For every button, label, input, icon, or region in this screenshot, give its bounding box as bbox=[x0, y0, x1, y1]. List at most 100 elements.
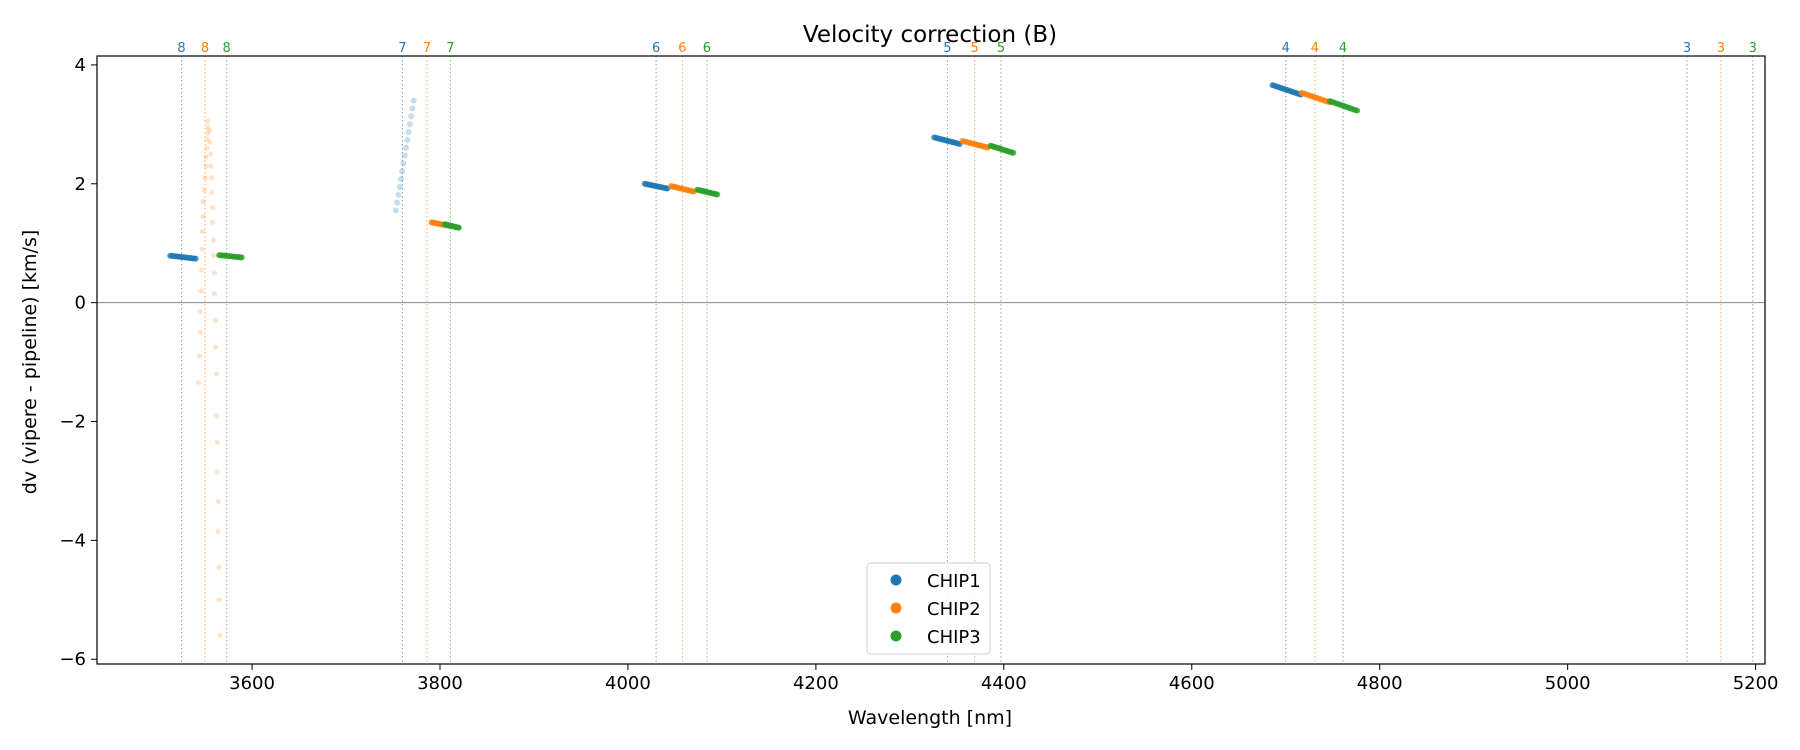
y-axis-label: dv (vipere - pipeline) [km/s] bbox=[19, 230, 41, 495]
data-point bbox=[201, 187, 207, 193]
data-points-layer bbox=[167, 82, 1361, 639]
legend-marker-chip2 bbox=[890, 602, 902, 614]
data-point bbox=[392, 207, 399, 214]
data-point bbox=[217, 632, 223, 639]
data-point bbox=[404, 136, 411, 143]
data-point bbox=[198, 267, 204, 273]
data-point bbox=[199, 228, 205, 234]
order-marker-label: 4 bbox=[1282, 41, 1290, 56]
x-tick-label: 4600 bbox=[1169, 673, 1215, 694]
data-point bbox=[195, 380, 202, 386]
x-tick-label: 4800 bbox=[1357, 673, 1403, 694]
data-point bbox=[205, 130, 211, 136]
legend-entry-chip2: CHIP2 bbox=[890, 599, 981, 620]
data-point bbox=[196, 353, 203, 359]
data-point bbox=[401, 152, 408, 159]
x-tick-label: 4000 bbox=[605, 673, 651, 694]
data-point bbox=[400, 160, 407, 167]
data-point bbox=[213, 371, 219, 377]
data-point bbox=[200, 199, 206, 205]
y-tick-label: −4 bbox=[59, 530, 86, 551]
order-marker-label: 3 bbox=[1749, 41, 1757, 56]
data-point bbox=[211, 291, 218, 297]
data-point bbox=[202, 175, 208, 181]
x-tick-label: 3800 bbox=[417, 673, 463, 694]
data-point bbox=[216, 564, 222, 570]
legend-entry-chip3: CHIP3 bbox=[890, 627, 981, 648]
data-point bbox=[399, 168, 406, 175]
data-point bbox=[212, 344, 219, 350]
data-point bbox=[197, 308, 203, 315]
data-point bbox=[207, 139, 213, 145]
data-point bbox=[211, 270, 218, 276]
data-point bbox=[403, 144, 410, 151]
data-point bbox=[405, 128, 412, 135]
data-point bbox=[714, 191, 721, 198]
x-tick-label: 3600 bbox=[229, 673, 275, 694]
data-point bbox=[210, 252, 217, 258]
data-point bbox=[209, 219, 216, 226]
data-point bbox=[397, 176, 404, 183]
x-axis-label: Wavelength [nm] bbox=[848, 707, 1012, 729]
order-marker-label: 6 bbox=[652, 41, 660, 56]
x-tick-label: 5200 bbox=[1733, 673, 1779, 694]
data-point bbox=[238, 254, 245, 261]
data-point bbox=[215, 499, 221, 505]
data-point bbox=[215, 528, 221, 535]
data-point bbox=[209, 190, 215, 196]
data-point bbox=[205, 118, 211, 124]
order-marker-label: 8 bbox=[201, 41, 209, 56]
legend: CHIP1 CHIP2 CHIP3 bbox=[866, 562, 991, 655]
data-point bbox=[200, 213, 206, 220]
order-marker-label: 5 bbox=[943, 41, 951, 56]
order-marker-label: 4 bbox=[1311, 41, 1319, 56]
legend-label-chip1: CHIP1 bbox=[927, 571, 981, 592]
order-marker-label: 6 bbox=[678, 41, 686, 56]
y-tick-label: 2 bbox=[75, 174, 86, 195]
data-point bbox=[199, 246, 205, 252]
data-point bbox=[214, 469, 220, 475]
y-tick-label: −6 bbox=[59, 649, 86, 670]
data-point bbox=[210, 237, 217, 243]
data-point bbox=[192, 255, 199, 262]
data-point bbox=[455, 224, 462, 231]
order-marker-label: 8 bbox=[177, 41, 185, 56]
data-point bbox=[208, 163, 214, 169]
data-point bbox=[1354, 107, 1361, 114]
legend-label-chip3: CHIP3 bbox=[927, 627, 981, 648]
order-marker-label: 3 bbox=[1717, 41, 1725, 56]
data-point bbox=[207, 127, 213, 133]
y-tick-label: −2 bbox=[59, 412, 86, 433]
data-point bbox=[213, 412, 219, 419]
y-tick-label: 0 bbox=[75, 293, 86, 314]
order-marker-label: 7 bbox=[446, 41, 454, 56]
data-point bbox=[395, 191, 402, 198]
data-point bbox=[204, 136, 210, 142]
data-point bbox=[409, 105, 416, 112]
data-point bbox=[410, 97, 417, 104]
data-point bbox=[396, 183, 403, 190]
data-point bbox=[212, 317, 219, 324]
data-point bbox=[394, 199, 401, 206]
chart-title: Velocity correction (B) bbox=[803, 22, 1057, 48]
order-marker-label: 5 bbox=[997, 41, 1005, 56]
data-point bbox=[1010, 149, 1017, 156]
order-marker-label: 3 bbox=[1683, 41, 1691, 56]
x-tick-label: 4400 bbox=[981, 673, 1027, 694]
data-point bbox=[214, 439, 220, 445]
data-point bbox=[205, 124, 211, 130]
data-point bbox=[204, 145, 210, 151]
order-marker-label: 8 bbox=[223, 41, 231, 56]
data-point bbox=[406, 121, 413, 128]
x-tick-label: 5000 bbox=[1545, 673, 1591, 694]
legend-entry-chip1: CHIP1 bbox=[890, 571, 981, 592]
data-point bbox=[197, 329, 203, 335]
data-point bbox=[198, 288, 204, 294]
x-tick-label: 4200 bbox=[793, 673, 839, 694]
axes-frame bbox=[96, 55, 1766, 665]
order-marker-label: 4 bbox=[1339, 41, 1347, 56]
data-point bbox=[208, 151, 214, 157]
data-point bbox=[209, 204, 216, 211]
order-marker-label: 7 bbox=[398, 41, 406, 56]
